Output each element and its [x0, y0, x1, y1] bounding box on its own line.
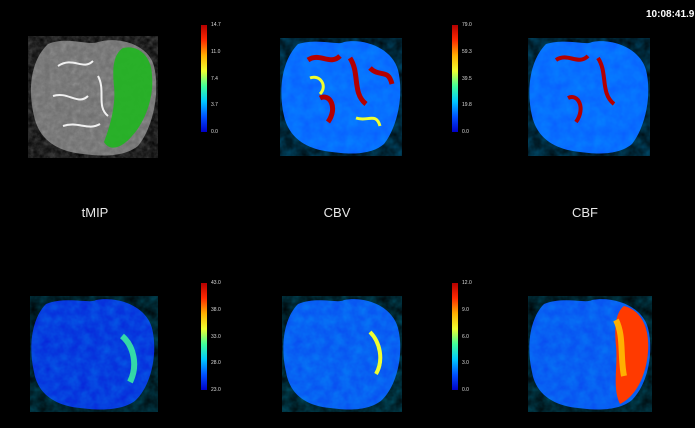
colorbar-tick: 79.0 [462, 22, 472, 28]
colorbar-tick: 28.0 [211, 360, 221, 367]
colorbar-tick: 38.0 [211, 306, 221, 313]
cbv-label: CBV [323, 205, 351, 220]
colorbar-tick: 3.0 [462, 360, 469, 367]
clock-readout: 10:08:41.9 [646, 9, 695, 20]
colorbar-tick: 7.4 [211, 75, 218, 82]
colorbar-tick: 59.3 [462, 48, 472, 55]
colorbar-tick: 0.0 [211, 129, 218, 135]
colorbar-tick: 33.0 [211, 333, 221, 340]
tmip-map[interactable] [28, 36, 158, 158]
mtt-map[interactable] [30, 296, 158, 412]
tmip-label: tMIP [81, 205, 109, 220]
colorbar-tick: 6.0 [462, 333, 469, 340]
cbv-map[interactable] [280, 38, 402, 156]
colorbar-tick: 9.0 [462, 306, 469, 313]
tmax-map[interactable] [282, 296, 402, 412]
colorbar-tick: 39.5 [462, 75, 472, 82]
cbv-colorbar [452, 25, 458, 132]
colorbar-tick: 43.0 [211, 280, 221, 286]
colorbar-tick: 23.0 [211, 387, 221, 393]
colorbar-tick: 3.7 [211, 102, 218, 109]
colorbar-tick: 14.7 [211, 22, 221, 28]
colorbar-tick: 0.0 [462, 387, 469, 393]
tmax-colorbar [452, 283, 458, 390]
colorbar-tick: 12.0 [462, 280, 472, 286]
mtt-colorbar [201, 283, 207, 390]
colorbar-tick: 11.0 [211, 48, 221, 55]
cbf-label: CBF [572, 205, 598, 220]
colorbar-tick: 0.0 [462, 129, 469, 135]
tmip-colorbar [201, 25, 207, 132]
delay-map[interactable] [528, 296, 652, 412]
colorbar-tick: 19.8 [462, 102, 472, 109]
cbf-map[interactable] [528, 38, 650, 156]
